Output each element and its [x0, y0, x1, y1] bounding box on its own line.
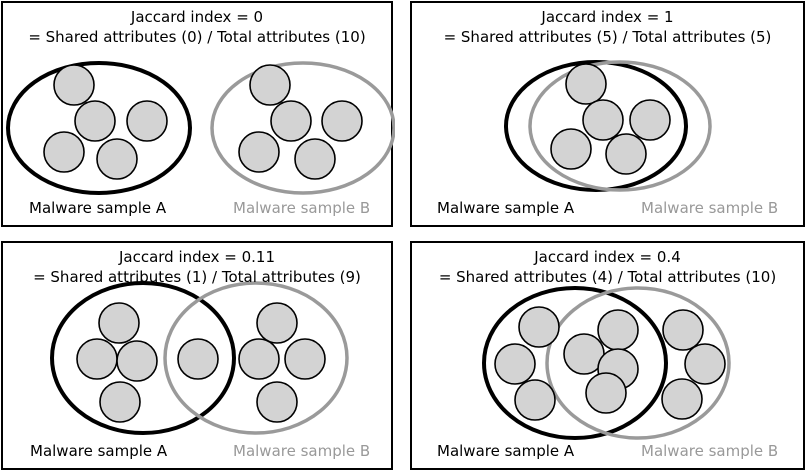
jaccard-index-title: Jaccard index = 0	[130, 8, 264, 26]
label-sample-a: Malware sample A	[30, 442, 168, 460]
attribute-circle	[238, 131, 280, 173]
attribute-circle	[514, 379, 556, 421]
attribute-circle	[76, 338, 118, 380]
attribute-circle	[126, 100, 168, 142]
jaccard-formula: = Shared attributes (5) / Total attribut…	[443, 28, 772, 46]
jaccard-formula: = Shared attributes (1) / Total attribut…	[33, 268, 361, 286]
venn-diagram	[504, 60, 712, 192]
attribute-circle	[284, 338, 326, 380]
set-b-ellipse	[528, 60, 712, 192]
jaccard-formula: = Shared attributes (0) / Total attribut…	[28, 28, 366, 46]
panel-jaccard-0: Jaccard index = 0 = Shared attributes (0…	[1, 1, 395, 227]
attribute-circle	[177, 338, 219, 380]
attribute-circle	[662, 309, 704, 351]
set-a-ellipse	[504, 60, 688, 192]
label-sample-a: Malware sample A	[437, 199, 575, 217]
set-a-ellipse	[50, 281, 236, 435]
panel-jaccard-0-4: Jaccard index = 0.4 = Shared attributes …	[410, 241, 805, 470]
label-sample-b: Malware sample B	[233, 199, 371, 217]
panel-jaccard-1: Jaccard index = 1 = Shared attributes (5…	[410, 1, 805, 227]
jaccard-index-title: Jaccard index = 0.4	[534, 248, 681, 266]
attribute-circle	[585, 372, 627, 414]
jaccard-formula: = Shared attributes (4) / Total attribut…	[438, 268, 777, 286]
label-sample-b: Malware sample B	[641, 199, 779, 217]
attribute-circle	[565, 63, 607, 105]
attribute-circle	[270, 100, 312, 142]
attribute-circle	[294, 138, 336, 180]
set-a-ellipse	[6, 61, 192, 195]
venn-diagram	[6, 61, 395, 195]
attribute-circle	[256, 302, 298, 344]
set-b-ellipse	[163, 281, 349, 435]
attribute-circle	[249, 64, 291, 106]
label-sample-a: Malware sample A	[29, 199, 167, 217]
venn-diagram	[50, 281, 349, 435]
venn-diagram	[482, 286, 731, 440]
attribute-circle	[518, 306, 560, 348]
attribute-circle	[256, 381, 298, 423]
attribute-circle	[629, 99, 671, 141]
panel-jaccard-0-11: Jaccard index = 0.11 = Shared attributes…	[1, 241, 393, 470]
attribute-circle	[238, 338, 280, 380]
label-sample-a: Malware sample A	[437, 442, 575, 460]
set-b-ellipse	[545, 286, 731, 440]
jaccard-index-title: Jaccard index = 0.11	[118, 248, 276, 266]
attribute-circle	[494, 343, 536, 385]
jaccard-index-title: Jaccard index = 1	[541, 8, 674, 26]
set-a-ellipse	[482, 286, 668, 440]
attribute-circle	[96, 138, 138, 180]
attribute-circle	[98, 302, 140, 344]
attribute-circle	[582, 99, 624, 141]
label-sample-b: Malware sample B	[641, 442, 779, 460]
attribute-circle	[661, 378, 703, 420]
attribute-circle	[321, 100, 363, 142]
attribute-circle	[550, 128, 592, 170]
set-b-ellipse	[210, 61, 395, 195]
attribute-circle	[99, 381, 141, 423]
attribute-circle	[684, 343, 726, 385]
attribute-circle	[605, 133, 647, 175]
attribute-circle	[53, 64, 95, 106]
label-sample-b: Malware sample B	[233, 442, 371, 460]
attribute-circle	[116, 340, 158, 382]
attribute-circle	[74, 100, 116, 142]
attribute-circle	[43, 131, 85, 173]
attribute-circle	[597, 309, 639, 351]
